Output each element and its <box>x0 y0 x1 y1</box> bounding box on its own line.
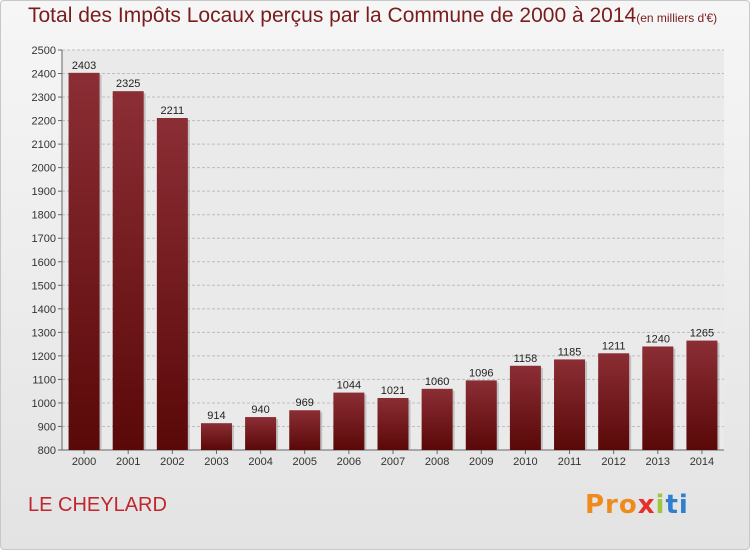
x-tick-label-2013: 2013 <box>646 456 670 468</box>
y-tick-label: 900 <box>38 421 56 433</box>
value-label-2000: 2403 <box>72 60 96 72</box>
y-tick-label: 2100 <box>32 139 56 151</box>
proxiti-logo[interactable]: Proxiti <box>585 490 689 520</box>
bar-chart: 800 900 1000 1100 1200 1300 1400 1500 1600 1700 18… <box>32 45 724 468</box>
y-tick-label: 1100 <box>32 374 56 386</box>
y-tick-label: 800 <box>38 445 56 457</box>
bar-2006 <box>333 392 365 450</box>
bar-2003 <box>200 423 232 450</box>
bar-2009 <box>465 380 497 450</box>
labels: 2403 2000 2325 2001 2211 2002 914 2003 940 2004 96… <box>72 60 714 468</box>
y-tick-label: 1800 <box>32 210 56 222</box>
bar-2000 <box>68 72 100 450</box>
chart-title: Total des Impôts Locaux perçus par la Co… <box>28 4 717 28</box>
commune-name: LE CHEYLARD <box>28 494 167 516</box>
value-label-2011: 1185 <box>558 346 582 358</box>
value-label-2005: 969 <box>296 397 314 409</box>
y-tick-label: 1900 <box>32 186 56 198</box>
value-label-2013: 1240 <box>646 333 670 345</box>
y-tick-label: 1200 <box>32 351 56 363</box>
bar-2004 <box>245 417 277 450</box>
bar-2012 <box>598 353 630 450</box>
bar-2014 <box>686 340 718 450</box>
y-tick-label: 1500 <box>32 280 56 292</box>
y-tick-label: 1400 <box>32 304 56 316</box>
value-label-2002: 2211 <box>161 105 185 117</box>
bar-2001 <box>112 91 144 451</box>
bar-2011 <box>554 359 586 450</box>
value-label-2014: 1265 <box>690 328 714 340</box>
value-label-2012: 1211 <box>602 340 626 352</box>
x-tick-label-2010: 2010 <box>513 456 537 468</box>
y-tick-label: 1300 <box>32 327 56 339</box>
value-label-2003: 914 <box>207 410 225 422</box>
y-tick-label: 2000 <box>32 163 56 175</box>
bar-2010 <box>509 365 541 450</box>
x-tick-label-2014: 2014 <box>690 456 714 468</box>
value-label-2006: 1044 <box>337 380 361 392</box>
x-tick-label-2012: 2012 <box>601 456 625 468</box>
bar-2005 <box>289 410 321 450</box>
logo-part-3: i <box>655 490 666 520</box>
x-tick-label-2002: 2002 <box>160 456 184 468</box>
bar-2013 <box>642 346 674 450</box>
bar-2007 <box>377 398 409 450</box>
logo-part-4: ti <box>665 490 689 520</box>
logo-part-1: Pro <box>585 490 638 520</box>
y-tick-label: 1000 <box>32 398 56 410</box>
y-tick-label: 2200 <box>32 116 56 128</box>
x-tick-label-2007: 2007 <box>381 456 405 468</box>
y-tick-label: 2300 <box>32 92 56 104</box>
x-tick-label-2005: 2005 <box>292 456 316 468</box>
value-label-2008: 1060 <box>425 376 449 388</box>
x-tick-label-2006: 2006 <box>337 456 361 468</box>
unit-label: (en milliers d'€) <box>636 11 718 25</box>
value-label-2007: 1021 <box>381 385 405 397</box>
y-tick-label: 2500 <box>32 45 56 57</box>
bars <box>68 72 720 451</box>
x-tick-label-2008: 2008 <box>425 456 449 468</box>
x-tick-label-2009: 2009 <box>469 456 493 468</box>
y-tick-label: 2400 <box>32 69 56 81</box>
x-tick-label-2001: 2001 <box>116 456 140 468</box>
y-tick-label: 1600 <box>32 257 56 269</box>
x-tick-label-2011: 2011 <box>558 456 582 468</box>
x-tick-label-2003: 2003 <box>204 456 228 468</box>
chart-title-text: Total des Impôts Locaux perçus par la Co… <box>28 4 637 27</box>
value-label-2004: 940 <box>251 404 269 416</box>
bar-2002 <box>156 118 188 450</box>
value-label-2001: 2325 <box>116 78 140 90</box>
x-tick-label-2004: 2004 <box>248 456 272 468</box>
y-tick-label: 1700 <box>32 233 56 245</box>
value-label-2010: 1158 <box>514 353 538 365</box>
bar-2008 <box>421 388 453 450</box>
value-label-2009: 1096 <box>469 367 493 379</box>
x-tick-label-2000: 2000 <box>72 456 96 468</box>
logo-part-2: x <box>637 490 656 520</box>
